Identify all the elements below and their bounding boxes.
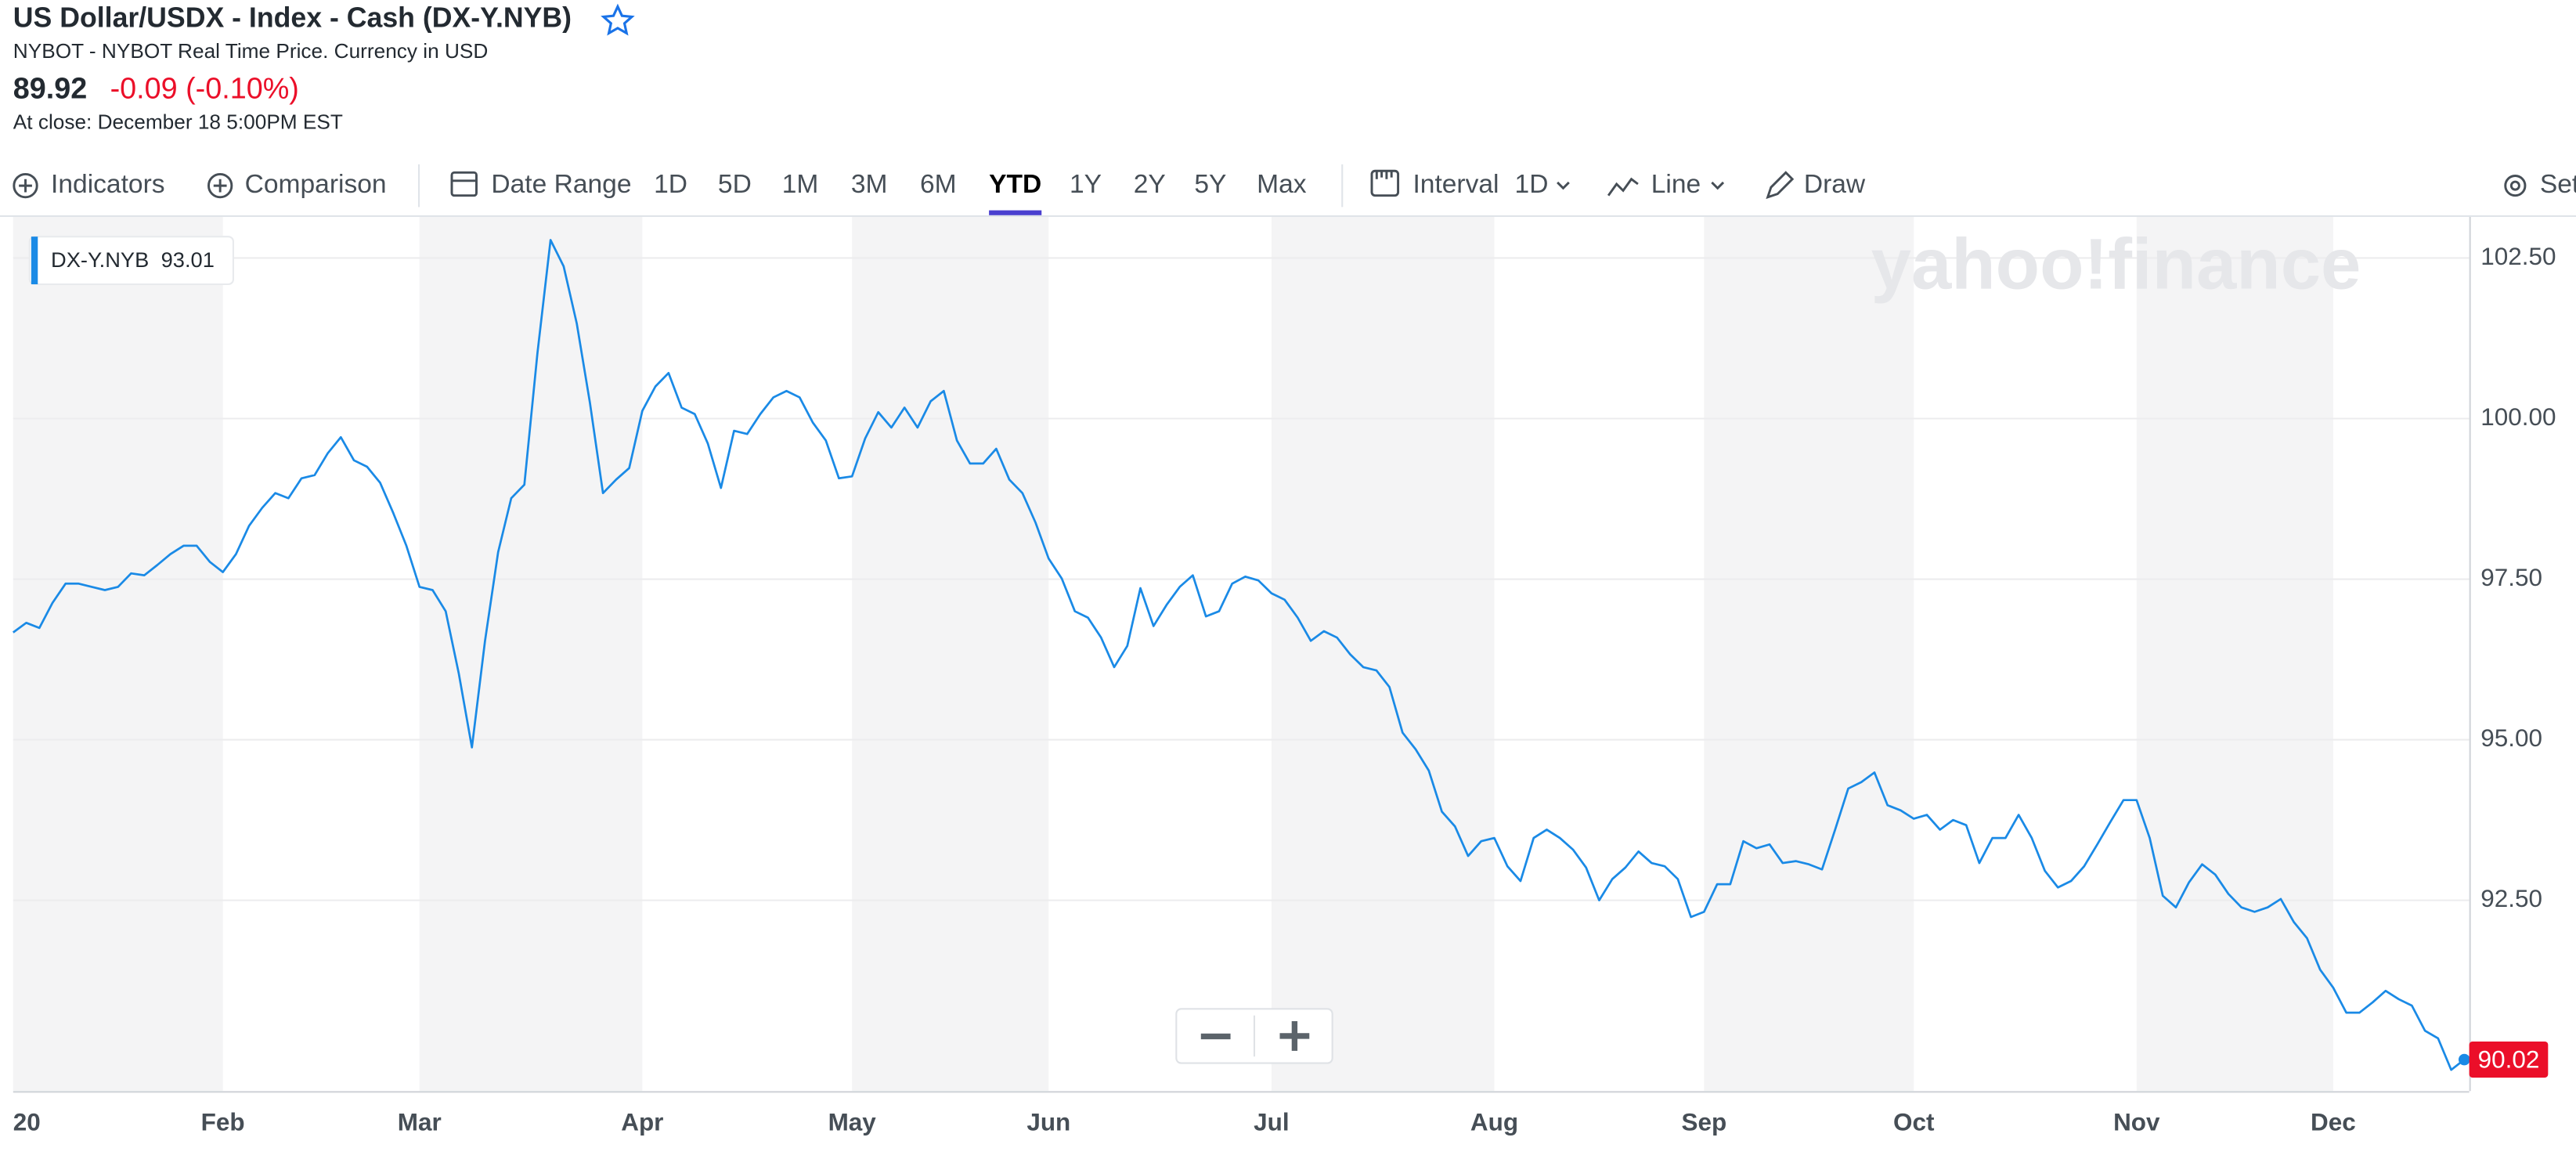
grid bbox=[13, 257, 2470, 901]
quote-close-time: At close: December 18 5:00PM EST bbox=[13, 110, 343, 133]
x-tick-label: Aug bbox=[1470, 1109, 1518, 1136]
range-tab[interactable]: 2Y bbox=[1134, 170, 1166, 199]
x-tick-label: Apr bbox=[621, 1109, 663, 1136]
legend-series-name: DX-Y.NYB bbox=[51, 247, 149, 272]
legend: DX-Y.NYB 93.01 bbox=[28, 236, 234, 286]
toolbar: Indicators Comparison Date Range 1D 5D 1M 3… bbox=[13, 164, 2576, 215]
icon bbox=[2509, 180, 2520, 191]
price-line bbox=[12, 239, 2466, 1071]
icon bbox=[2504, 175, 2527, 197]
icon bbox=[1607, 177, 1639, 197]
quote-title: US Dollar/USDX - Index - Cash (DX-Y.NYB) bbox=[13, 2, 572, 34]
icon bbox=[19, 179, 32, 193]
last-point bbox=[2458, 1053, 2470, 1066]
range-tab[interactable]: 1D bbox=[654, 170, 687, 199]
indicators-button[interactable]: Indicators bbox=[51, 170, 165, 199]
range-tab-underline bbox=[989, 210, 1042, 215]
icon bbox=[1557, 181, 1570, 190]
date-range-button[interactable]: Date Range bbox=[491, 170, 631, 199]
watermark: yahoo!finance bbox=[1871, 223, 2361, 305]
x-tick-label: Sep bbox=[1681, 1109, 1726, 1136]
range-tab[interactable]: Max bbox=[1257, 170, 1307, 199]
month-band bbox=[2136, 216, 2333, 1092]
legend-swatch bbox=[31, 236, 38, 285]
x-tick-label: 20 bbox=[13, 1109, 41, 1136]
x-tick-label: Jun bbox=[1026, 1109, 1070, 1136]
comparison-button[interactable]: Comparison bbox=[245, 170, 387, 199]
x-tick-label: Jul bbox=[1254, 1109, 1289, 1136]
watchlist-star[interactable] bbox=[601, 3, 635, 36]
quote-price: 89.92 bbox=[13, 72, 87, 105]
range-tab[interactable]: YTD bbox=[989, 170, 1041, 199]
range-tab[interactable]: 6M bbox=[920, 170, 957, 199]
x-tick-label: May bbox=[828, 1109, 877, 1136]
line-type-button[interactable]: Line bbox=[1651, 170, 1701, 199]
last-price-badge bbox=[2469, 1041, 2549, 1078]
settings-button[interactable]: Set bbox=[2540, 170, 2576, 199]
interval-button[interactable]: Interval bbox=[1412, 170, 1499, 199]
legend-price: 93.01 bbox=[161, 247, 215, 272]
icon bbox=[207, 172, 233, 199]
month-band bbox=[13, 216, 223, 1092]
month-bands bbox=[13, 216, 2333, 1092]
zoom-out-button[interactable] bbox=[1200, 1033, 1231, 1040]
x-tick-label: Dec bbox=[2311, 1109, 2356, 1136]
month-band bbox=[1704, 216, 1914, 1092]
icon bbox=[13, 172, 38, 199]
range-tab[interactable]: 3M bbox=[851, 170, 888, 199]
plot: 20 Feb Mar Apr May Jun Jul Aug Sep Oct Nov Dec 92.50… bbox=[12, 239, 2556, 1136]
x-tick-label: Nov bbox=[2113, 1109, 2160, 1136]
icon bbox=[1375, 171, 1393, 179]
icon bbox=[1766, 171, 1795, 200]
range-tabs: 1D 5D 1M 3M 6M YTD 1Y 2Y 5Y Max bbox=[654, 170, 1307, 215]
y-tick-label: 97.50 bbox=[2480, 564, 2542, 591]
range-tab[interactable]: 5Y bbox=[1194, 170, 1226, 199]
legend-box bbox=[28, 236, 234, 286]
month-band bbox=[419, 216, 643, 1092]
icon bbox=[1370, 169, 1400, 197]
range-tab[interactable]: 5D bbox=[718, 170, 752, 199]
range-tab[interactable]: 1M bbox=[782, 170, 819, 199]
y-tick-label: 92.50 bbox=[2480, 885, 2542, 912]
icon bbox=[450, 171, 478, 197]
x-tick-label: Oct bbox=[1893, 1109, 1935, 1136]
quote-subtitle: NYBOT - NYBOT Real Time Price. Currency … bbox=[13, 39, 489, 63]
x-tick-label: Feb bbox=[201, 1109, 245, 1136]
draw-button[interactable]: Draw bbox=[1804, 170, 1866, 199]
month-band bbox=[852, 216, 1049, 1092]
zoom-in-button[interactable] bbox=[1279, 1021, 1310, 1051]
x-tick-label: Mar bbox=[398, 1109, 442, 1136]
icon bbox=[1711, 181, 1725, 190]
month-band bbox=[1271, 216, 1495, 1092]
quote-change: -0.09 (-0.10%) bbox=[110, 72, 299, 105]
range-tab[interactable]: 1Y bbox=[1070, 170, 1102, 199]
y-tick-label: 95.00 bbox=[2480, 724, 2542, 752]
zoom-controls bbox=[1175, 1008, 1333, 1064]
last-price-label: 90.02 bbox=[2478, 1045, 2540, 1073]
icon bbox=[213, 179, 227, 193]
y-tick-label: 102.50 bbox=[2480, 243, 2556, 270]
interval-value[interactable]: 1D bbox=[1515, 170, 1549, 199]
y-tick-label: 100.00 bbox=[2480, 403, 2556, 431]
